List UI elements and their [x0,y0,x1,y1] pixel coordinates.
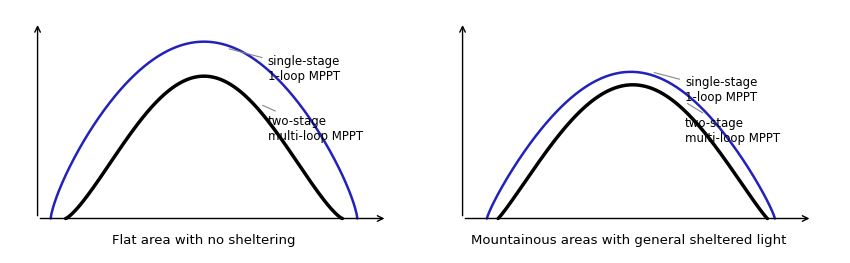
Text: Flat area with no sheltering: Flat area with no sheltering [112,234,296,247]
Text: Mountainous areas with general sheltered light: Mountainous areas with general sheltered… [471,234,787,247]
Text: single-stage
1-loop MPPT: single-stage 1-loop MPPT [654,73,757,104]
Text: two-stage
multi-loop MPPT: two-stage multi-loop MPPT [685,104,780,145]
Text: single-stage
1-loop MPPT: single-stage 1-loop MPPT [230,49,340,83]
Text: two-stage
multi-loop MPPT: two-stage multi-loop MPPT [263,105,363,143]
